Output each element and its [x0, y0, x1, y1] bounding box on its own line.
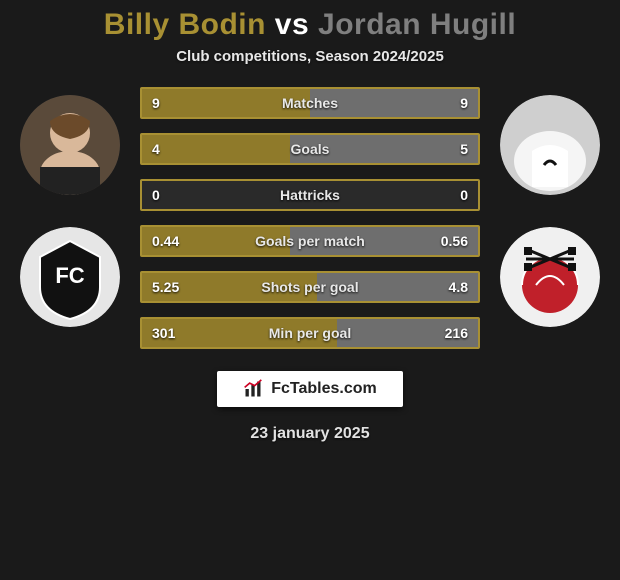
- stat-row: 0Hattricks0: [140, 179, 480, 211]
- stat-value-right: 0: [408, 187, 468, 203]
- player1-club-crest: FC: [20, 227, 120, 327]
- stat-value-left: 301: [152, 325, 212, 341]
- stat-value-left: 5.25: [152, 279, 212, 295]
- stat-value-right: 5: [408, 141, 468, 157]
- stat-row: 301Min per goal216: [140, 317, 480, 349]
- stat-row: 0.44Goals per match0.56: [140, 225, 480, 257]
- stat-label: Min per goal: [212, 325, 408, 341]
- player2-club-crest: [500, 227, 600, 327]
- player2-avatar: [500, 95, 600, 195]
- stat-row: 9Matches9: [140, 87, 480, 119]
- stat-value-left: 9: [152, 95, 212, 111]
- stat-label: Matches: [212, 95, 408, 111]
- stat-value-left: 0: [152, 187, 212, 203]
- branding-badge: FcTables.com: [217, 371, 403, 407]
- stat-label: Goals per match: [212, 233, 408, 249]
- comparison-title: Billy Bodin vs Jordan Hugill: [104, 8, 516, 42]
- date-text: 23 january 2025: [250, 425, 369, 443]
- title-vs: vs: [275, 8, 309, 41]
- title-player2: Jordan Hugill: [318, 8, 516, 41]
- stat-value-right: 0.56: [408, 233, 468, 249]
- stat-value-right: 4.8: [408, 279, 468, 295]
- stat-value-left: 0.44: [152, 233, 212, 249]
- svg-text:FC: FC: [55, 263, 84, 288]
- stat-row: 4Goals5: [140, 133, 480, 165]
- stat-value-left: 4: [152, 141, 212, 157]
- stats-bars: 9Matches9 4Goals5 0Hattricks0 0.44Goals per…: [140, 87, 480, 349]
- stat-label: Hattricks: [212, 187, 408, 203]
- title-player1: Billy Bodin: [104, 8, 266, 41]
- right-side: [498, 87, 602, 327]
- subtitle: Club competitions, Season 2024/2025: [176, 48, 444, 65]
- content-row: FC 9Matches9 4Goals5 0Hattricks0 0.44Goals …: [0, 87, 620, 349]
- chart-icon: [243, 379, 263, 399]
- stat-value-right: 9: [408, 95, 468, 111]
- branding-text: FcTables.com: [271, 380, 377, 398]
- left-side: FC: [18, 87, 122, 327]
- stat-value-right: 216: [408, 325, 468, 341]
- player1-avatar: [20, 95, 120, 195]
- stat-row: 5.25Shots per goal4.8: [140, 271, 480, 303]
- stat-label: Shots per goal: [212, 279, 408, 295]
- stat-label: Goals: [212, 141, 408, 157]
